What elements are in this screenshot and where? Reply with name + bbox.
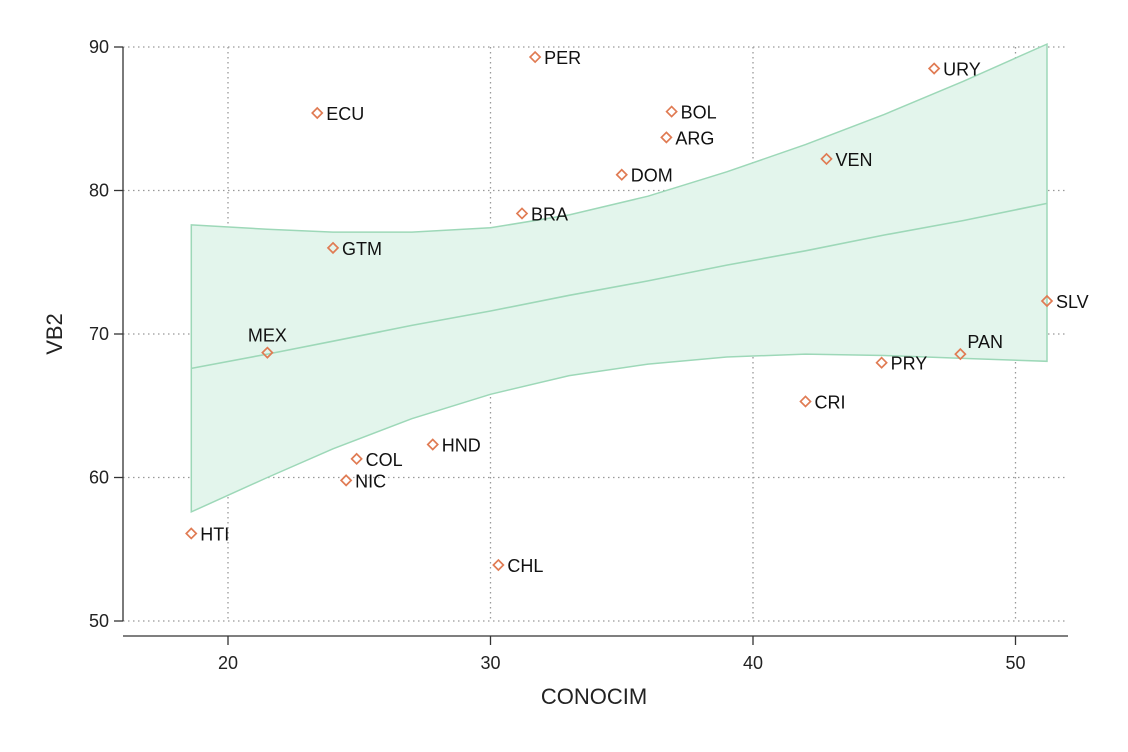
data-point-slv [1040, 294, 1054, 308]
y-tick-label: 70 [89, 324, 109, 344]
point-label-hnd: HND [442, 435, 481, 455]
data-point-ury [927, 62, 941, 75]
y-tick-label: 80 [89, 181, 109, 201]
data-point-cri [799, 395, 812, 408]
y-tick-label: 90 [89, 37, 109, 57]
x-tick-label: 40 [743, 653, 763, 673]
point-label-ecu: ECU [326, 104, 364, 124]
x-tick-label: 20 [218, 653, 238, 673]
y-tick-label: 60 [89, 468, 109, 488]
data-point-bra [515, 207, 529, 220]
point-label-ury: URY [943, 60, 981, 80]
data-point-per [528, 50, 542, 64]
data-point-mex [261, 346, 274, 359]
axes: 50 60 70 80 90 20 30 40 50 [89, 37, 1068, 673]
data-point-dom [615, 168, 628, 181]
point-label-dom: DOM [631, 166, 673, 186]
point-label-per: PER [544, 48, 581, 68]
data-point-pry [875, 356, 888, 369]
x-axis-title: CONOCIM [541, 684, 647, 709]
point-label-cri: CRI [815, 392, 846, 412]
point-label-pan: PAN [967, 332, 1003, 352]
data-point-gtm [326, 241, 340, 255]
data-point-ecu [311, 106, 324, 120]
point-label-chl: CHL [507, 556, 543, 576]
point-label-arg: ARG [675, 128, 714, 148]
point-label-hti: HTI [200, 524, 229, 544]
data-point-col [350, 452, 363, 466]
fit-line [191, 202, 1048, 370]
point-label-mex: MEX [248, 326, 287, 346]
data-point-hnd [426, 438, 439, 451]
data-point-bol [665, 105, 678, 118]
data-point-arg [660, 131, 673, 144]
point-label-ven: VEN [836, 150, 873, 170]
data-point-hti [185, 527, 198, 540]
point-label-pry: PRY [891, 354, 928, 374]
point-label-slv: SLV [1056, 292, 1089, 312]
point-label-gtm: GTM [342, 239, 382, 259]
x-tick-label: 50 [1005, 653, 1025, 673]
y-tick-label: 50 [89, 611, 109, 631]
data-point-chl [492, 558, 505, 572]
x-tick-label: 30 [480, 653, 500, 673]
data-point-nic [339, 474, 353, 487]
point-label-nic: NIC [355, 471, 386, 491]
point-label-bra: BRA [531, 204, 568, 224]
confidence-band-layer [190, 42, 1048, 514]
point-label-col: COL [366, 450, 403, 470]
y-axis-title: VB2 [42, 313, 67, 355]
data-points: PER URY ECU BOL ARG VEN DOM BRA GTM SLV MEX PAN PRY C… [185, 48, 1089, 576]
data-point-pan [954, 347, 967, 361]
point-label-bol: BOL [681, 103, 717, 123]
confidence-band [190, 42, 1048, 514]
data-point-ven [820, 152, 833, 166]
